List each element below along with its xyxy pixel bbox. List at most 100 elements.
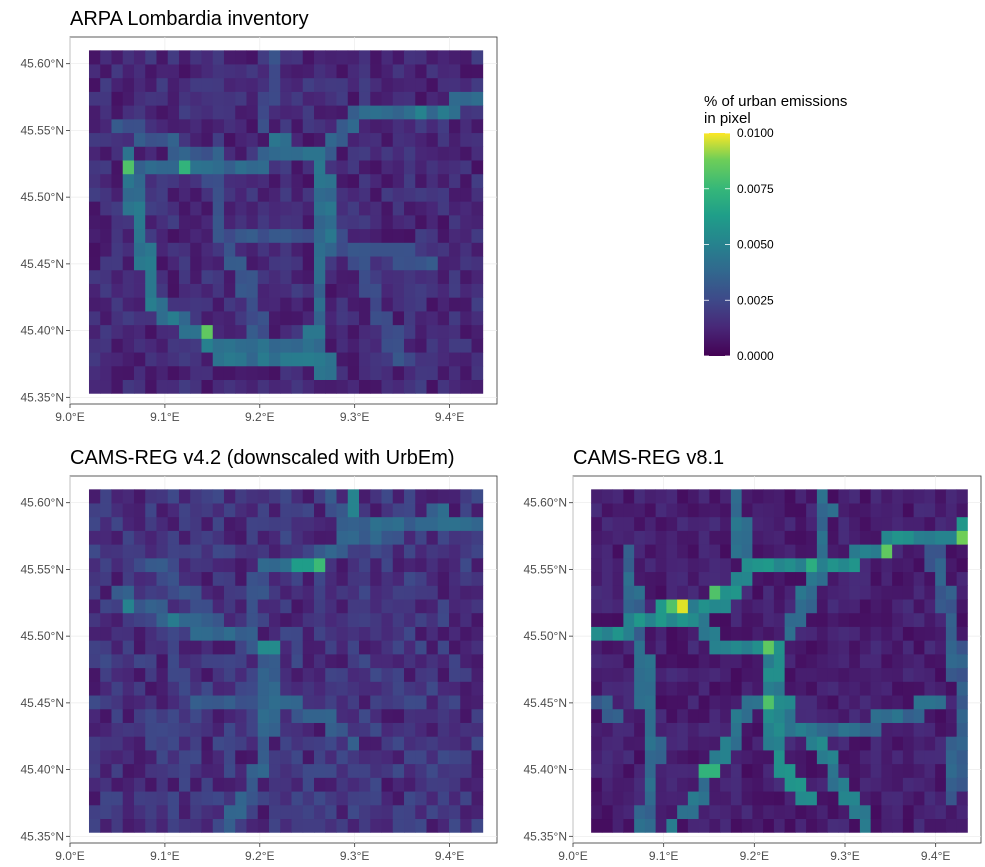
heatmap-cell xyxy=(257,640,270,655)
heatmap-cell xyxy=(111,544,124,559)
heatmap-cell xyxy=(178,365,191,381)
heatmap-cell xyxy=(870,763,882,778)
heatmap-cell xyxy=(257,681,270,696)
heatmap-cell xyxy=(698,791,710,806)
heatmap-cell xyxy=(257,736,270,751)
heatmap-cell xyxy=(280,530,292,545)
heatmap-cell xyxy=(471,503,484,518)
heatmap-cell xyxy=(859,489,872,504)
heatmap-cell xyxy=(223,160,236,175)
heatmap-cell xyxy=(392,64,405,79)
heatmap-cell xyxy=(763,667,775,682)
heatmap-cell xyxy=(280,311,292,326)
heatmap-cell xyxy=(167,201,180,216)
heatmap-cell xyxy=(426,132,439,147)
heatmap-cell xyxy=(223,777,236,792)
heatmap-cell xyxy=(881,626,893,641)
heatmap-cell xyxy=(471,365,484,381)
heatmap-cell xyxy=(257,667,270,682)
heatmap-cell xyxy=(122,516,135,531)
heatmap-cell xyxy=(720,585,732,600)
heatmap-cell xyxy=(460,146,472,161)
heatmap-cell xyxy=(634,544,646,559)
heatmap-cell xyxy=(359,352,371,367)
heatmap-cell xyxy=(795,777,807,792)
heatmap-cell xyxy=(666,750,678,765)
heatmap-cell xyxy=(122,736,135,751)
heatmap-cell xyxy=(190,489,202,504)
heatmap-cell xyxy=(347,77,360,92)
heatmap-cell xyxy=(415,599,427,614)
heatmap-cell xyxy=(302,530,315,545)
heatmap-cell xyxy=(404,736,416,751)
heatmap-cell xyxy=(111,64,124,79)
heatmap-cell xyxy=(223,530,236,545)
heatmap-cell xyxy=(666,557,678,573)
heatmap-cell xyxy=(246,708,259,723)
heatmap-cell xyxy=(190,599,202,614)
heatmap-cell xyxy=(392,585,405,600)
heatmap-cell xyxy=(404,626,416,641)
heatmap-cell xyxy=(122,160,135,175)
heatmap-cell xyxy=(460,352,472,367)
heatmap-cell xyxy=(426,365,439,381)
heatmap-cell xyxy=(945,640,958,655)
heatmap-cell xyxy=(591,599,603,614)
heatmap-cell xyxy=(280,132,292,147)
heatmap-cell xyxy=(698,708,710,723)
heatmap-cell xyxy=(291,228,304,243)
heatmap-cell xyxy=(849,599,861,614)
heatmap-cell xyxy=(892,667,904,682)
heatmap-cell xyxy=(246,626,259,641)
heatmap-cell xyxy=(601,626,614,641)
heatmap-cell xyxy=(827,626,839,641)
heatmap-cell xyxy=(437,187,450,202)
heatmap-cell xyxy=(426,118,439,134)
heatmap-cell xyxy=(223,311,236,326)
heatmap-cell xyxy=(623,763,635,778)
heatmap-cell xyxy=(415,242,427,257)
heatmap-cell xyxy=(302,214,315,230)
heatmap-cell xyxy=(601,599,614,614)
heatmap-cell xyxy=(246,132,259,147)
heatmap-cell xyxy=(201,91,214,106)
heatmap-cell xyxy=(280,338,292,353)
heatmap-cell xyxy=(111,503,124,518)
heatmap-cell xyxy=(773,667,786,682)
heatmap-cell xyxy=(291,777,304,792)
heatmap-cell xyxy=(325,118,337,134)
heatmap-cell xyxy=(730,667,743,682)
heatmap-cell xyxy=(601,544,614,559)
heatmap-cell xyxy=(325,64,337,79)
heatmap-cell xyxy=(601,585,614,600)
heatmap-cell xyxy=(291,242,304,257)
x-tick-label: 9.4°E xyxy=(921,849,950,863)
heatmap-cell xyxy=(460,297,472,312)
heatmap-cell xyxy=(246,256,259,271)
heatmap-cell xyxy=(460,708,472,723)
heatmap-cell xyxy=(280,352,292,367)
heatmap-cell xyxy=(280,585,292,600)
heatmap-cell xyxy=(336,228,349,243)
heatmap-cell xyxy=(268,750,281,765)
heatmap-cell xyxy=(88,763,101,778)
heatmap-cell xyxy=(460,118,472,134)
heatmap-cell xyxy=(347,256,360,271)
heatmap-cell xyxy=(392,626,405,641)
heatmap-cell xyxy=(359,612,371,627)
heatmap-cell xyxy=(223,489,236,504)
heatmap-cell xyxy=(370,256,382,271)
heatmap-cell xyxy=(913,804,925,820)
heatmap-cell xyxy=(381,311,394,326)
heatmap-cell xyxy=(795,750,807,765)
heatmap-cell xyxy=(795,585,807,600)
axes-cams-v42: 9.0°E 9.1°E 9.2°E 9.3°E 9.4°E45.35°N45.40°N4… xyxy=(21,496,465,863)
heatmap-cell xyxy=(280,763,292,778)
heatmap-cell xyxy=(223,750,236,765)
heatmap-cell xyxy=(892,544,904,559)
heatmap-cell xyxy=(471,681,484,696)
heatmap-cell xyxy=(392,187,405,202)
heatmap-cell xyxy=(404,681,416,696)
heatmap-cell xyxy=(88,50,101,65)
heatmap-cell xyxy=(655,612,667,627)
